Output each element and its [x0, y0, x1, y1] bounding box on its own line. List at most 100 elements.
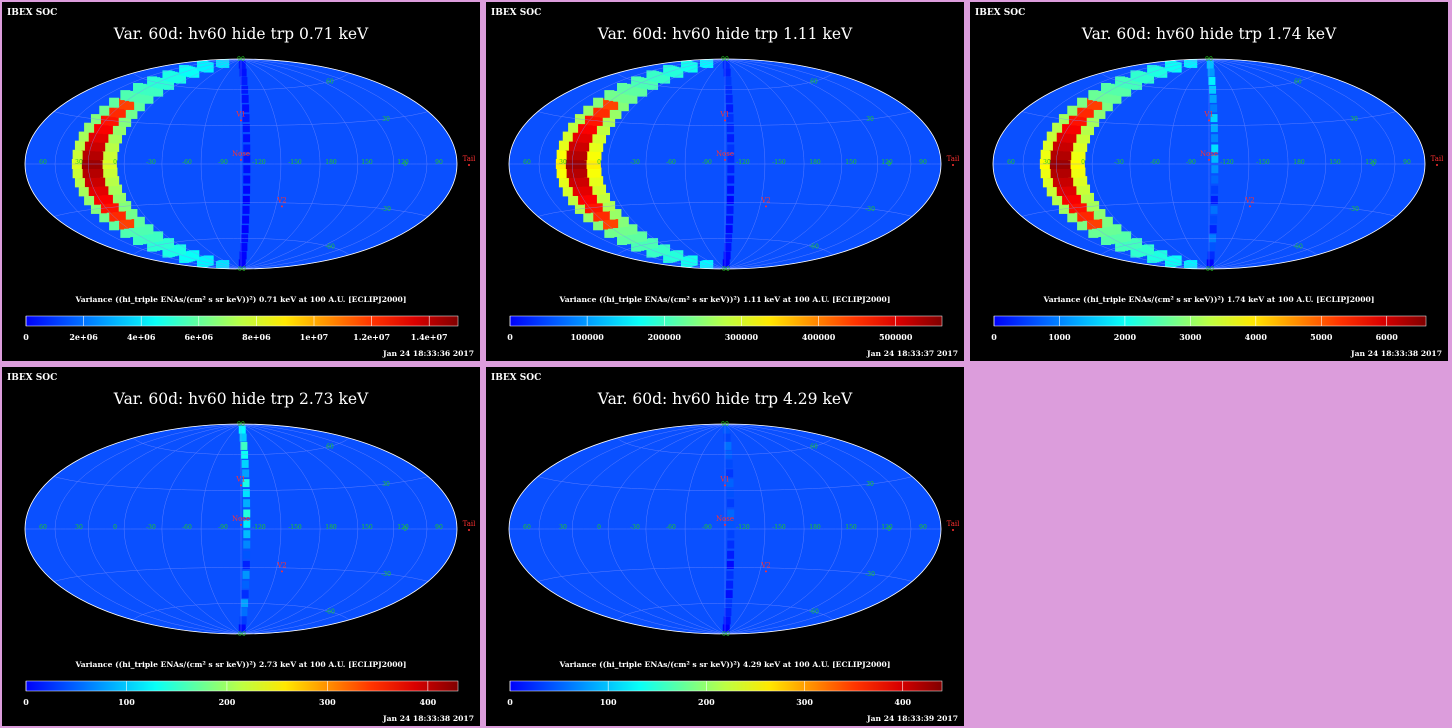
heatmap-cell: [1077, 97, 1088, 108]
heatmap-cell: [563, 149, 574, 160]
heatmap-cell: [726, 560, 734, 569]
heatmap-cell: [239, 616, 247, 625]
lon-label: -120: [252, 524, 266, 531]
heatmap-cell: [1046, 186, 1057, 197]
heatmap-cell: [243, 144, 251, 153]
heatmap-cell: [85, 132, 96, 143]
heatmap-cell: [1210, 215, 1218, 224]
lat-label: 60: [1294, 78, 1302, 85]
heatmap-cell: [242, 215, 250, 224]
heatmap-cell: [242, 114, 250, 123]
sky-map-panel: IBEX SOC Var. 60d: hv60 hide trp 2.73 keV…: [2, 367, 480, 726]
heatmap-cell: [556, 149, 567, 160]
marker-label: Tail: [463, 155, 477, 163]
colorbar-tick-label: 500000: [879, 332, 913, 342]
heatmap-cell: [1083, 210, 1094, 221]
heatmap-cell: [563, 168, 574, 179]
heatmap-cell: [1067, 105, 1078, 116]
heatmap-cell: [243, 519, 251, 528]
heatmap-cell: [179, 252, 190, 263]
heatmap-cell: [1073, 133, 1084, 144]
heatmap-cell: [1080, 184, 1091, 195]
heatmap-cell: [1053, 185, 1064, 196]
heatmap-cell: [724, 76, 732, 85]
heatmap-cell: [242, 560, 250, 569]
heatmap-cell: [726, 479, 734, 488]
lat-label: 0: [887, 161, 891, 168]
heatmap-cell: [116, 125, 127, 136]
heatmap-cell: [1075, 150, 1086, 161]
lon-label: -90: [218, 524, 228, 531]
marker-label: Nose: [716, 150, 734, 158]
lon-label: 0: [1081, 159, 1085, 166]
heatmap-cell: [1211, 165, 1219, 174]
heatmap-cell: [127, 108, 138, 119]
lat-label: 90: [1205, 56, 1213, 63]
colorbar-tick-label: 400000: [802, 332, 836, 342]
colorbar-tick-label: 0: [507, 697, 513, 707]
lon-label: 90: [919, 524, 927, 531]
heatmap-cell: [575, 132, 586, 143]
heatmap-cell: [1058, 194, 1069, 205]
panel-header: IBEX SOC: [7, 8, 57, 18]
heatmap-cell: [243, 154, 251, 163]
heatmap-cell: [179, 65, 190, 76]
colorbar: [509, 315, 943, 327]
heatmap-cell: [104, 106, 115, 117]
heatmap-cell: [1052, 122, 1063, 133]
heatmap-cell: [617, 82, 628, 93]
heatmap-cell: [242, 195, 250, 204]
lon-label: 150: [361, 524, 373, 531]
lat-label: -30: [865, 206, 875, 213]
lon-label: -150: [772, 159, 786, 166]
lon-label: 0: [113, 524, 117, 531]
heatmap-cell: [1056, 176, 1067, 187]
map-pixels: [71, 59, 251, 269]
map-border: [992, 58, 1426, 270]
heatmap-cell: [79, 168, 90, 179]
colorbar-tick-label: 300: [319, 697, 336, 707]
heatmap-cell: [243, 550, 251, 559]
heatmap-cell: [243, 499, 251, 508]
heatmap-cell: [1101, 235, 1112, 246]
heatmap-cell: [586, 141, 597, 152]
lon-label: -60: [182, 524, 192, 531]
marker-dot: [240, 158, 242, 161]
colorbar-tick-label: 100: [600, 697, 617, 707]
heatmap-cell: [238, 259, 246, 268]
timestamp: Jan 24 18:33:38 2017: [382, 714, 474, 723]
heatmap-cell: [617, 235, 628, 246]
heatmap-cell: [1089, 108, 1100, 119]
heatmap-cell: [96, 194, 107, 205]
heatmap-cell: [725, 459, 733, 468]
heatmap-cell: [88, 141, 99, 152]
heatmap-cell: [1061, 150, 1072, 161]
heatmap-cell: [1089, 209, 1100, 220]
heatmap-cell: [593, 141, 604, 152]
colorbar-label: Variance ((hi_triple ENAs/(cm² s sr keV)…: [559, 295, 891, 304]
lon-label: 60: [523, 159, 531, 166]
heatmap-cell: [118, 99, 129, 110]
colorbar-tick-label: 6e+06: [185, 332, 214, 342]
heatmap-cell: [1047, 168, 1058, 179]
heatmap-cell: [1075, 167, 1086, 178]
heatmap-cell: [105, 133, 116, 144]
heatmap-cell: [102, 193, 113, 204]
heatmap-cell: [1078, 210, 1089, 221]
marker-dot: [952, 164, 954, 166]
heatmap-cell: [1083, 107, 1094, 118]
heatmap-cell: [580, 194, 591, 205]
lat-label: 60: [810, 78, 818, 85]
heatmap-cell: [215, 261, 226, 269]
marker-label: V2: [760, 561, 771, 569]
lon-label: 120: [881, 159, 893, 166]
heatmap-cell: [1049, 177, 1060, 188]
heatmap-cell: [604, 90, 615, 101]
heatmap-cell: [1070, 124, 1081, 135]
heatmap-cell: [727, 540, 735, 549]
heatmap-cell: [584, 167, 595, 178]
heatmap-cell: [129, 217, 140, 228]
heatmap-cell: [727, 509, 735, 518]
marker-dot: [724, 158, 726, 161]
heatmap-cell: [727, 165, 735, 174]
